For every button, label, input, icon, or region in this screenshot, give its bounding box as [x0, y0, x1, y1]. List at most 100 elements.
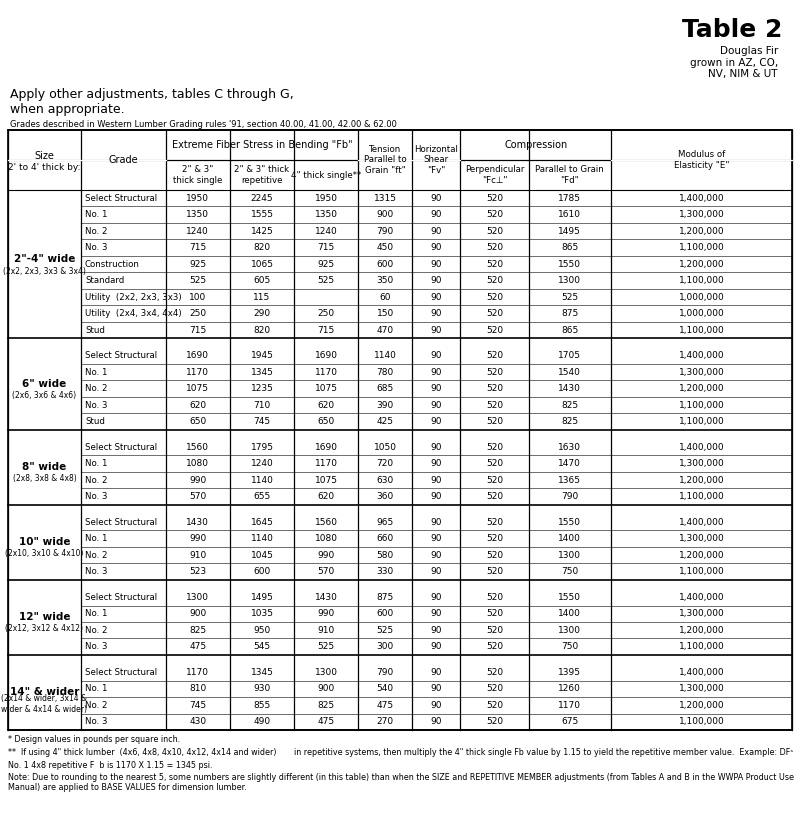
Text: 865: 865 [561, 243, 578, 252]
Text: 520: 520 [486, 194, 503, 203]
Text: 790: 790 [377, 667, 394, 676]
Text: 1,400,000: 1,400,000 [678, 194, 724, 203]
Text: Apply other adjustments, tables C through G,
when appropriate.: Apply other adjustments, tables C throug… [10, 88, 294, 116]
Text: 520: 520 [486, 518, 503, 527]
Text: 1300: 1300 [558, 551, 582, 560]
Text: 1,200,000: 1,200,000 [678, 384, 724, 393]
Text: 2"-4" wide: 2"-4" wide [14, 254, 75, 264]
Text: 1560: 1560 [315, 518, 338, 527]
Text: 820: 820 [254, 243, 270, 252]
Text: No. 1: No. 1 [85, 459, 107, 468]
Text: No. 2: No. 2 [85, 701, 107, 710]
Text: 520: 520 [486, 368, 503, 377]
Text: 1690: 1690 [315, 443, 338, 452]
Text: 1425: 1425 [250, 227, 274, 236]
Text: 1080: 1080 [186, 459, 210, 468]
Text: 1395: 1395 [558, 667, 582, 676]
Text: 90: 90 [430, 326, 442, 335]
Text: 330: 330 [377, 567, 394, 576]
Text: 580: 580 [377, 551, 394, 560]
Text: Size: Size [34, 151, 54, 161]
Text: 520: 520 [486, 551, 503, 560]
Text: No. 1: No. 1 [85, 685, 107, 694]
Text: Stud: Stud [85, 326, 105, 335]
Text: 520: 520 [486, 567, 503, 576]
Text: 1350: 1350 [315, 210, 338, 219]
Text: 1795: 1795 [250, 443, 274, 452]
Text: 520: 520 [486, 276, 503, 285]
Text: 90: 90 [430, 534, 442, 543]
Text: 90: 90 [430, 194, 442, 203]
Text: 390: 390 [377, 401, 394, 410]
Text: Horizontal
Shear
"Fv": Horizontal Shear "Fv" [414, 145, 458, 175]
Text: 745: 745 [189, 701, 206, 710]
Text: 520: 520 [486, 227, 503, 236]
Text: 1,200,000: 1,200,000 [678, 626, 724, 635]
Text: 490: 490 [254, 717, 270, 726]
Text: No. 1: No. 1 [85, 534, 107, 543]
Text: 990: 990 [189, 476, 206, 485]
Text: 900: 900 [189, 609, 206, 618]
Text: 475: 475 [377, 701, 394, 710]
Text: 90: 90 [430, 626, 442, 635]
Text: 1140: 1140 [250, 534, 274, 543]
Text: 525: 525 [189, 276, 206, 285]
Text: 425: 425 [377, 417, 394, 426]
Text: 1,400,000: 1,400,000 [678, 593, 724, 602]
Text: Perpendicular
"Fc⊥": Perpendicular "Fc⊥" [465, 165, 524, 185]
Text: 1,300,000: 1,300,000 [678, 459, 724, 468]
Text: 875: 875 [377, 593, 394, 602]
Text: 990: 990 [189, 534, 206, 543]
Text: 520: 520 [486, 384, 503, 393]
Text: 570: 570 [318, 567, 335, 576]
Text: Compression: Compression [504, 140, 567, 150]
Text: 1300: 1300 [558, 276, 582, 285]
Text: 1,400,000: 1,400,000 [678, 351, 724, 360]
Text: 250: 250 [318, 309, 335, 318]
Text: 900: 900 [377, 210, 394, 219]
Text: 475: 475 [189, 642, 206, 651]
Text: No. 3: No. 3 [85, 243, 107, 252]
Text: 1,100,000: 1,100,000 [678, 243, 724, 252]
Text: 1550: 1550 [558, 518, 582, 527]
Text: No. 2: No. 2 [85, 227, 107, 236]
Text: 350: 350 [377, 276, 394, 285]
Text: 90: 90 [430, 384, 442, 393]
Text: 90: 90 [430, 293, 442, 302]
Text: Modulus of
Elasticity "E": Modulus of Elasticity "E" [674, 151, 729, 169]
Text: 2" & 3"
thick single: 2" & 3" thick single [173, 165, 222, 185]
Text: 1050: 1050 [374, 443, 397, 452]
Text: 10" wide: 10" wide [18, 537, 70, 547]
Text: 270: 270 [377, 717, 394, 726]
Text: Select Structural: Select Structural [85, 593, 157, 602]
Text: Table 2: Table 2 [682, 18, 782, 42]
Text: 1495: 1495 [558, 227, 581, 236]
Text: 90: 90 [430, 701, 442, 710]
Text: 1,200,000: 1,200,000 [678, 701, 724, 710]
Text: 4" thick single**: 4" thick single** [291, 170, 362, 179]
Text: 520: 520 [486, 626, 503, 635]
Text: 925: 925 [189, 259, 206, 268]
Text: 1690: 1690 [186, 351, 210, 360]
Text: 910: 910 [318, 626, 335, 635]
Text: 90: 90 [430, 551, 442, 560]
Text: 90: 90 [430, 417, 442, 426]
Text: 8" wide: 8" wide [22, 462, 66, 472]
Text: Tension
Parallel to
Grain "ft": Tension Parallel to Grain "ft" [364, 145, 406, 175]
Text: 1365: 1365 [558, 476, 582, 485]
Text: 520: 520 [486, 459, 503, 468]
Text: 90: 90 [430, 642, 442, 651]
Text: 925: 925 [318, 259, 335, 268]
Text: 430: 430 [189, 717, 206, 726]
Text: 90: 90 [430, 351, 442, 360]
Text: 790: 790 [561, 492, 578, 501]
Text: 1470: 1470 [558, 459, 581, 468]
Text: No. 2: No. 2 [85, 476, 107, 485]
Text: 1,100,000: 1,100,000 [678, 326, 724, 335]
Text: 1140: 1140 [250, 476, 274, 485]
Text: 90: 90 [430, 259, 442, 268]
Text: No. 2: No. 2 [85, 626, 107, 635]
Text: 965: 965 [377, 518, 394, 527]
Text: 520: 520 [486, 309, 503, 318]
Text: 360: 360 [377, 492, 394, 501]
